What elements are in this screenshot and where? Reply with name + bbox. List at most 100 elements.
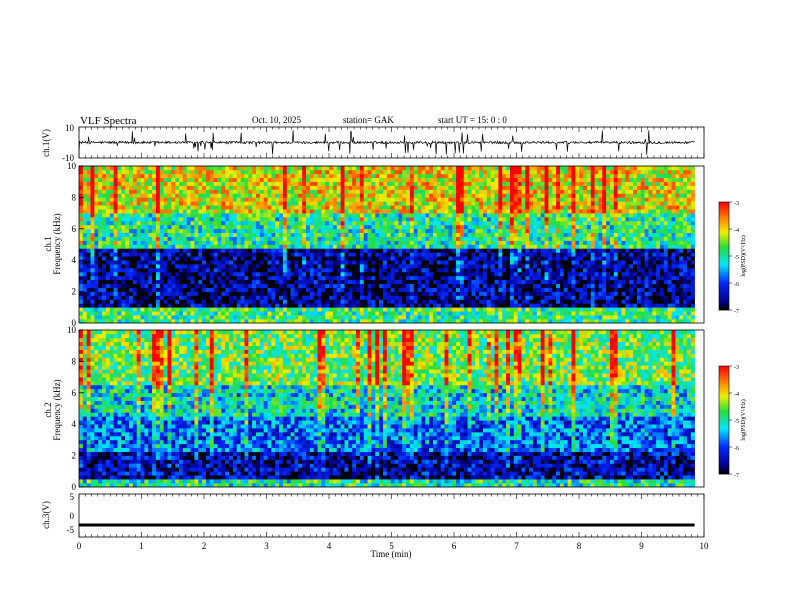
- spectrogram-cell: [217, 193, 222, 198]
- spectrogram-cell: [263, 315, 268, 320]
- spectrogram-cell: [398, 303, 403, 308]
- spectrogram-cell: [205, 166, 211, 171]
- spectrogram-cell: [444, 177, 449, 182]
- spectrogram-cell: [390, 232, 395, 237]
- spectrogram-cell: [444, 213, 449, 218]
- spectrogram-cell: [309, 205, 315, 210]
- spectrogram-cell: [483, 295, 488, 300]
- spectrogram-cell: [198, 248, 203, 253]
- spectrogram-cell: [79, 299, 84, 304]
- spectrogram-cell: [159, 303, 164, 308]
- spectrogram-cell: [429, 319, 434, 324]
- spectrogram-cell: [517, 248, 522, 253]
- spectrogram-cell: [236, 166, 241, 171]
- spectrogram-cell: [244, 205, 249, 210]
- spectrogram-cell: [452, 295, 457, 300]
- spectrogram-cell: [340, 236, 345, 241]
- spectrogram-cell: [125, 268, 130, 273]
- spectrogram-cell: [521, 189, 526, 194]
- spectrogram-cell: [105, 197, 111, 202]
- spectrogram-cell: [267, 248, 272, 253]
- spectrogram-cell: [294, 244, 299, 249]
- spectrogram-cell: [140, 224, 145, 230]
- spectrogram-cell: [136, 213, 141, 218]
- spectrogram-cell: [436, 232, 441, 237]
- spectrogram-cell: [448, 252, 453, 257]
- spectrogram-cell: [475, 311, 480, 316]
- spectrogram-cell: [348, 307, 353, 312]
- spectrogram-cell: [440, 236, 445, 241]
- spectrogram-cell: [494, 232, 499, 237]
- spectrogram-cell: [190, 197, 195, 202]
- spectrogram-cell: [263, 173, 268, 179]
- spectrogram-cell: [336, 232, 341, 237]
- spectrogram-cell: [344, 209, 349, 214]
- spectrogram-cell: [275, 256, 280, 261]
- spectrogram-cell: [498, 264, 503, 269]
- spectrogram-cell: [209, 283, 214, 288]
- spectrogram-cell: [267, 264, 272, 269]
- spectrogram-cell: [198, 185, 203, 190]
- spectrogram-cell: [321, 193, 326, 198]
- spectrogram-cell: [271, 299, 276, 304]
- spectrogram-cell: [155, 244, 161, 249]
- spectrogram-cell: [152, 185, 157, 190]
- spectrogram-cell: [498, 244, 503, 249]
- spectrogram-cell: [221, 252, 226, 257]
- spectrogram-cell: [132, 169, 138, 175]
- spectrogram-cell: [221, 275, 226, 281]
- spectrogram-cell: [490, 271, 495, 277]
- spectrogram-cell: [209, 291, 214, 296]
- spectrogram-cell: [102, 185, 107, 190]
- spectrogram-cell: [325, 205, 330, 210]
- spectrogram-cell: [413, 228, 418, 234]
- spectrogram-cell: [136, 224, 141, 230]
- spectrogram-cell: [483, 252, 488, 257]
- spectrogram-cell: [352, 213, 357, 218]
- spectrogram-cell: [483, 268, 488, 273]
- spectrogram-cell: [325, 287, 330, 292]
- spectrogram-cell: [209, 240, 214, 245]
- spectrogram-cell: [444, 236, 449, 241]
- spectrogram-cell: [267, 279, 272, 285]
- spectrogram-cell: [390, 189, 395, 194]
- spectrogram-cell: [413, 252, 418, 257]
- spectrogram-cell: [152, 232, 157, 237]
- spectrogram-cell: [329, 248, 334, 253]
- spectrogram-cell: [379, 205, 384, 210]
- spectrogram-cell: [190, 299, 195, 304]
- spectrogram-cell: [209, 260, 214, 265]
- spectrogram-cell: [359, 185, 365, 190]
- spectrogram-cell: [109, 220, 114, 226]
- spectrogram-cell: [290, 201, 295, 206]
- spectrogram-cell: [479, 189, 484, 194]
- spectrogram-cell: [359, 315, 365, 320]
- spectrogram-cell: [425, 279, 430, 285]
- spectrogram-cell: [263, 197, 268, 202]
- spectrogram-cell: [94, 252, 99, 257]
- spectrogram-cell: [217, 244, 222, 249]
- spectrogram-cell: [144, 213, 149, 218]
- spectrogram-cell: [275, 260, 280, 265]
- spectrogram-cell: [175, 213, 180, 218]
- spectrogram-cell: [525, 228, 530, 234]
- spectrogram-cell: [113, 319, 118, 324]
- spectrogram-cell: [140, 248, 145, 253]
- spectrogram-cell: [267, 240, 272, 245]
- spectrogram-cell: [109, 240, 114, 245]
- spectrogram-cell: [521, 181, 526, 186]
- spectrogram-cell: [175, 217, 180, 222]
- spectrogram-cell: [479, 271, 484, 277]
- spectrogram-cell: [132, 279, 138, 285]
- spectrogram-cell: [275, 248, 280, 253]
- spectrogram-cell: [298, 260, 303, 265]
- spectrogram-cell: [498, 181, 503, 186]
- spectrogram-cell: [194, 291, 199, 296]
- spectrogram-cell: [348, 271, 353, 277]
- spectrogram-cell: [336, 169, 341, 175]
- spectrogram-cell: [529, 260, 534, 265]
- spectrogram-cell: [521, 303, 526, 308]
- spectrogram-cell: [286, 177, 291, 182]
- spectrogram-cell: [236, 189, 241, 194]
- spectrogram-cell: [536, 248, 542, 253]
